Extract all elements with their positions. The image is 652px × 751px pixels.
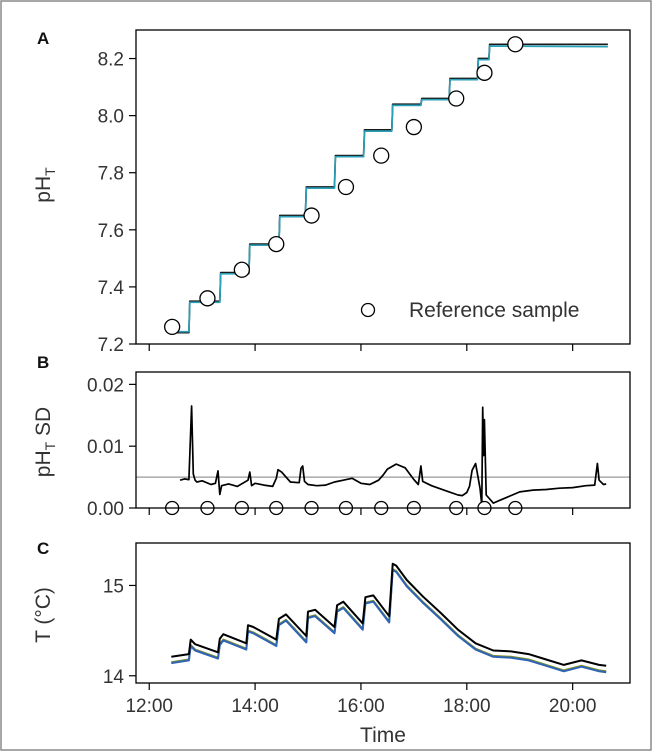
reference-sample-point [476, 64, 493, 81]
x-tick-label: 12:00 [125, 696, 173, 717]
series-line-1 [179, 405, 607, 506]
y-tick-label: 15 [103, 576, 124, 597]
panel-a-series [171, 43, 608, 334]
reference-sample-point [164, 318, 181, 336]
reference-sample-point [268, 235, 285, 253]
y-tick-label: 7.6 [98, 221, 124, 242]
series-line-1 [171, 43, 608, 334]
panel-c-ylabel: T (°C) [32, 587, 55, 643]
panel-b-ylabel: pHT SD [32, 407, 58, 477]
panel-c-x-ticks: 12:00 14:00 16:00 18:00 20:00 [125, 683, 596, 717]
panel-b-frame [135, 371, 631, 509]
series-line-2 [171, 569, 607, 674]
y-tick-label: 7.8 [98, 164, 124, 185]
x-tick-label: 14:00 [231, 696, 279, 717]
panel-b: B pHT SD 0.00 0.01 0.02 [32, 353, 631, 520]
panel-a-reference-samples [164, 36, 524, 336]
panel-c-xlabel: Time [360, 724, 406, 747]
y-tick-label: 7.4 [98, 278, 125, 299]
panel-b-y-ticks: 0.00 0.01 0.02 [87, 375, 136, 520]
y-tick-label: 0.02 [87, 375, 124, 396]
panel-a-frame [135, 29, 631, 345]
y-tick-label: 14 [103, 667, 125, 688]
reference-sample-point [405, 118, 423, 136]
y-tick-label: 0.00 [87, 499, 124, 520]
panel-b-x-ticks [148, 508, 574, 515]
series-line-3 [171, 562, 607, 667]
legend-reference-label: Reference sample [409, 299, 579, 322]
panel-a-ylabel: pHT [32, 167, 58, 203]
y-tick-label: 8.0 [98, 107, 124, 128]
reference-sample-point [303, 207, 320, 224]
reference-sample-point [373, 147, 390, 164]
reference-sample-point [337, 178, 355, 196]
reference-sample-point [199, 290, 216, 307]
panel-b-letter: B [37, 353, 49, 372]
panel-a-y-ticks: 7.2 7.4 7.6 7.8 8.0 8.2 [98, 50, 136, 356]
panel-c-letter: C [37, 539, 49, 558]
series-line-2 [171, 45, 608, 333]
x-tick-label: 18:00 [443, 696, 491, 717]
reference-sample-point [507, 36, 524, 53]
x-tick-label: 16:00 [337, 696, 385, 717]
panel-c-series [171, 562, 607, 674]
panel-c-frame [135, 542, 631, 684]
legend-reference-marker [360, 302, 376, 318]
panel-a-letter: A [37, 29, 49, 48]
reference-sample-point [448, 90, 465, 107]
y-tick-label: 8.2 [98, 50, 124, 71]
panel-c-y-ticks: 14 15 [103, 576, 136, 688]
panel-b-series [179, 405, 607, 506]
panel-a: A pHT 7.2 7.4 7.6 7.8 8.0 8.2 Reference sampl… [32, 29, 631, 356]
x-tick-label: 20:00 [549, 696, 597, 717]
y-tick-label: 0.01 [87, 437, 124, 458]
y-tick-label: 7.2 [98, 335, 124, 356]
reference-sample-point [233, 261, 251, 278]
panel-a-legend: Reference sample [360, 299, 579, 322]
panel-a-x-ticks [148, 344, 574, 351]
